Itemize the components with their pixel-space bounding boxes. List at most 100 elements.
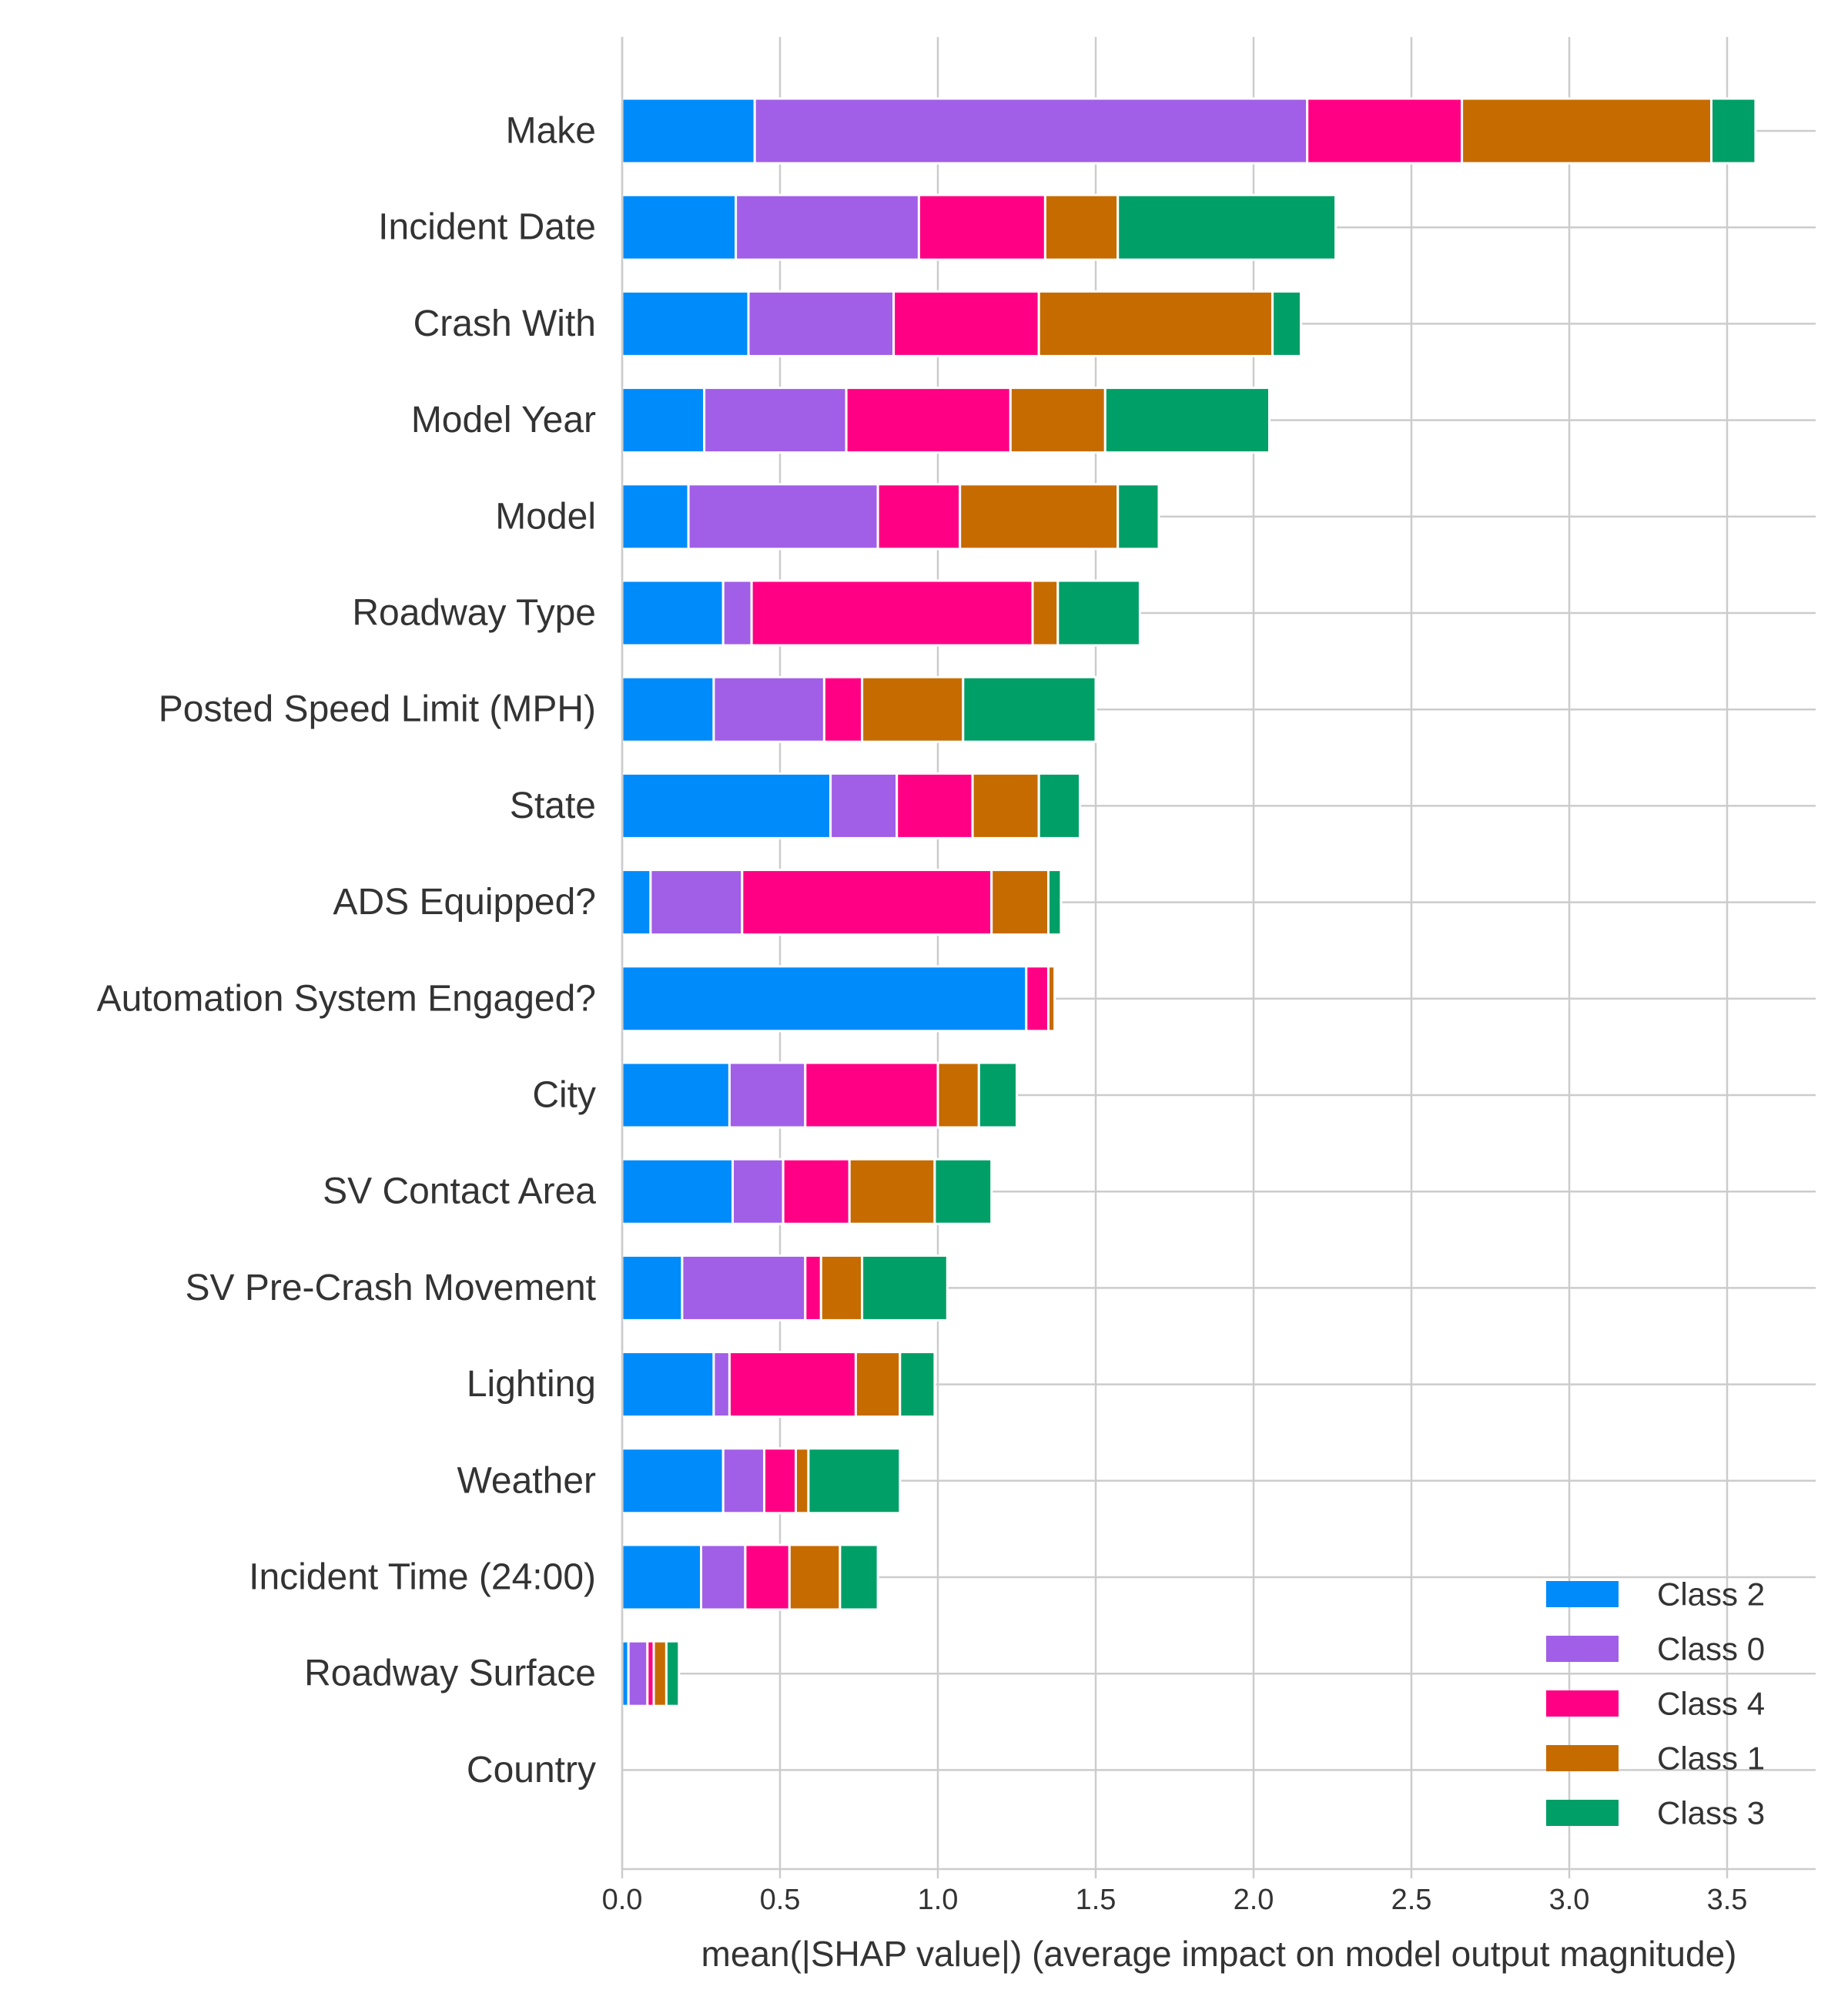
x-tick-label: 2.5 [1391,1884,1432,1916]
bar-segment [621,772,832,839]
bar-segment [1710,97,1757,165]
bar-segment [741,869,993,936]
bar-segment [753,97,1309,165]
bar-segment [652,1640,668,1707]
bar-segment [621,579,725,647]
bar-segment [1037,772,1081,839]
bar-segment [1103,387,1271,454]
bar-segment [621,1351,715,1419]
bar-segment [621,193,738,261]
category-label: Country [467,1750,596,1791]
bar-segment [861,675,965,743]
bar-segment [822,675,864,743]
bar-segment [712,675,825,743]
bar-segment [839,1543,879,1611]
bar-segment [728,1061,807,1129]
bar-segment [933,1157,993,1225]
bar-segment [788,1543,842,1611]
bar-segment [1009,387,1106,454]
category-label: Model [495,496,596,537]
bar-segment [959,483,1120,551]
bar-segment [728,1351,857,1419]
category-label: SV Pre-Crash Movement [185,1268,596,1308]
x-axis: 0.0 0.5 1.0 1.5 2.0 2.5 3.0 3.5 [602,37,1816,1916]
category-label: ADS Equipped? [333,882,596,923]
bar-segment [621,1543,702,1611]
bar-segment [819,1254,864,1322]
bar-segment [977,1061,1019,1129]
bar-segment [621,675,715,743]
category-label: Posted Speed Limit (MPH) [159,689,596,730]
bar-segment [649,869,744,936]
bar-segment [621,1254,684,1322]
bar-segment [621,290,750,357]
category-label: Roadway Surface [304,1653,596,1694]
bar-segment [703,387,848,454]
bar-segment [896,772,974,839]
bar-segment [763,1447,797,1515]
bar-segment [621,965,1028,1033]
bar-segment [861,1254,949,1322]
category-label: Incident Time (24:00) [249,1557,596,1598]
bar-segment [892,290,1040,357]
legend-label: Class 3 [1657,1795,1765,1831]
legend-label: Class 1 [1657,1740,1765,1777]
x-tick-label: 1.0 [918,1884,959,1916]
category-label: Roadway Type [352,593,596,634]
bar-segment [721,579,753,647]
bar-segment [700,1543,747,1611]
bar-segment [1047,869,1063,936]
bar-segment [1056,579,1141,647]
category-label: Incident Date [378,207,596,248]
x-tick-label: 0.0 [602,1884,643,1916]
bar-segment [747,290,896,357]
category-label: Crash With [413,303,596,344]
bar-segment [1031,579,1060,647]
bar-segment [1043,193,1120,261]
bar-segment [795,1447,810,1515]
bar-segment [936,1061,980,1129]
bar-segment [732,1157,785,1225]
legend-swatch [1546,1800,1619,1826]
bar-segment [990,869,1050,936]
category-label: Lighting [467,1364,596,1405]
bar-segment [782,1157,851,1225]
bar-segment [665,1640,681,1707]
x-tick-label: 0.5 [760,1884,801,1916]
bar-segment [621,387,706,454]
bar-segment [1461,97,1712,165]
x-tick-label: 1.5 [1076,1884,1116,1916]
bar-segment [899,1351,936,1419]
bar-segment [621,1157,734,1225]
category-label: Weather [457,1460,596,1501]
bar-segment [848,1157,936,1225]
legend: Class 2 Class 0 Class 4 Class 1 Class 3 [1546,1576,1765,1831]
legend-label: Class 4 [1657,1686,1765,1722]
bar-segment [712,1351,731,1419]
bar-segment [829,772,899,839]
bar-segment [917,193,1046,261]
bar-segment [621,1061,731,1129]
bar-segment [1271,290,1302,357]
x-tick-label: 2.0 [1234,1884,1274,1916]
category-label: Model Year [411,400,596,441]
bar-segment [804,1061,939,1129]
bar-segment [1116,193,1337,261]
bar-segment [621,483,690,551]
bar-segment [1047,965,1056,1033]
legend-swatch [1546,1745,1619,1771]
x-axis-title: mean(|SHAP value|) (average impact on mo… [701,1934,1737,1974]
category-labels: Make Incident Date Crash With Model Year Mod… [97,111,597,1791]
bar-segment [735,193,920,261]
bar-segment [621,97,756,165]
category-label: Automation System Engaged? [97,978,596,1019]
bar-segment [687,483,879,551]
bar-segment [1306,97,1464,165]
category-label: City [532,1075,596,1116]
legend-swatch [1546,1636,1619,1662]
category-label: SV Contact Area [323,1171,596,1212]
bar-segment [971,772,1040,839]
bar-segment [845,387,1012,454]
legend-swatch [1546,1690,1619,1717]
